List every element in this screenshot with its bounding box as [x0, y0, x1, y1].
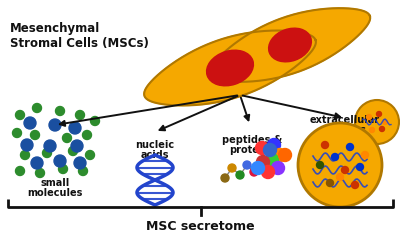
Text: vesicles: vesicles [323, 125, 367, 135]
Circle shape [32, 103, 42, 112]
Circle shape [36, 169, 44, 177]
Circle shape [86, 150, 94, 159]
Circle shape [346, 144, 354, 150]
Circle shape [316, 161, 324, 169]
Circle shape [355, 100, 399, 144]
Circle shape [382, 120, 388, 124]
Circle shape [68, 147, 78, 156]
Text: extracellular: extracellular [310, 115, 380, 125]
Circle shape [274, 148, 286, 161]
Text: molecules: molecules [27, 188, 83, 198]
Circle shape [322, 142, 328, 148]
Circle shape [370, 127, 374, 133]
Circle shape [82, 131, 92, 139]
Text: Mesenchymal
Stromal Cells (MSCs): Mesenchymal Stromal Cells (MSCs) [10, 22, 149, 50]
Circle shape [49, 119, 61, 131]
Circle shape [264, 144, 276, 157]
Ellipse shape [269, 28, 311, 62]
Text: nucleic: nucleic [136, 140, 174, 150]
Circle shape [24, 117, 36, 129]
Text: MSC secretome: MSC secretome [146, 220, 255, 233]
Circle shape [268, 138, 280, 151]
Circle shape [250, 168, 258, 176]
Circle shape [16, 167, 24, 175]
Circle shape [243, 161, 251, 169]
Circle shape [326, 180, 334, 186]
Circle shape [278, 148, 292, 161]
Circle shape [256, 142, 268, 155]
Circle shape [342, 167, 348, 173]
Circle shape [74, 157, 86, 169]
Circle shape [266, 154, 278, 167]
Text: proteins: proteins [229, 145, 275, 155]
Circle shape [90, 117, 100, 125]
Polygon shape [144, 31, 316, 106]
Circle shape [78, 167, 88, 175]
Circle shape [272, 161, 284, 174]
Circle shape [20, 150, 30, 159]
Circle shape [56, 107, 64, 115]
Circle shape [58, 164, 68, 173]
Circle shape [69, 122, 81, 134]
Circle shape [262, 166, 274, 179]
Circle shape [376, 111, 382, 117]
Circle shape [30, 131, 40, 139]
Ellipse shape [206, 50, 254, 86]
Circle shape [332, 154, 338, 160]
Circle shape [352, 182, 358, 188]
Circle shape [71, 140, 83, 152]
Circle shape [42, 148, 52, 158]
Circle shape [228, 164, 236, 172]
Circle shape [236, 171, 244, 179]
Circle shape [44, 140, 56, 152]
Text: acids: acids [141, 150, 169, 160]
Circle shape [76, 110, 84, 120]
Circle shape [54, 155, 66, 167]
Text: small: small [40, 178, 70, 188]
Circle shape [12, 128, 22, 137]
Polygon shape [210, 8, 370, 82]
Circle shape [252, 161, 264, 174]
Circle shape [366, 114, 372, 120]
Circle shape [380, 126, 384, 132]
Text: peptides &: peptides & [222, 135, 282, 145]
Circle shape [31, 157, 43, 169]
Circle shape [221, 174, 229, 182]
Circle shape [62, 134, 72, 143]
Circle shape [362, 151, 368, 159]
Circle shape [298, 123, 382, 207]
Circle shape [356, 163, 364, 171]
Circle shape [336, 173, 344, 181]
Circle shape [21, 139, 33, 151]
Circle shape [16, 110, 24, 120]
Circle shape [256, 156, 270, 169]
